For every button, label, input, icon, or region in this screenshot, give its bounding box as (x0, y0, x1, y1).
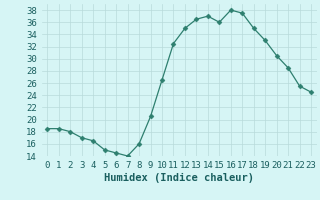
X-axis label: Humidex (Indice chaleur): Humidex (Indice chaleur) (104, 173, 254, 183)
